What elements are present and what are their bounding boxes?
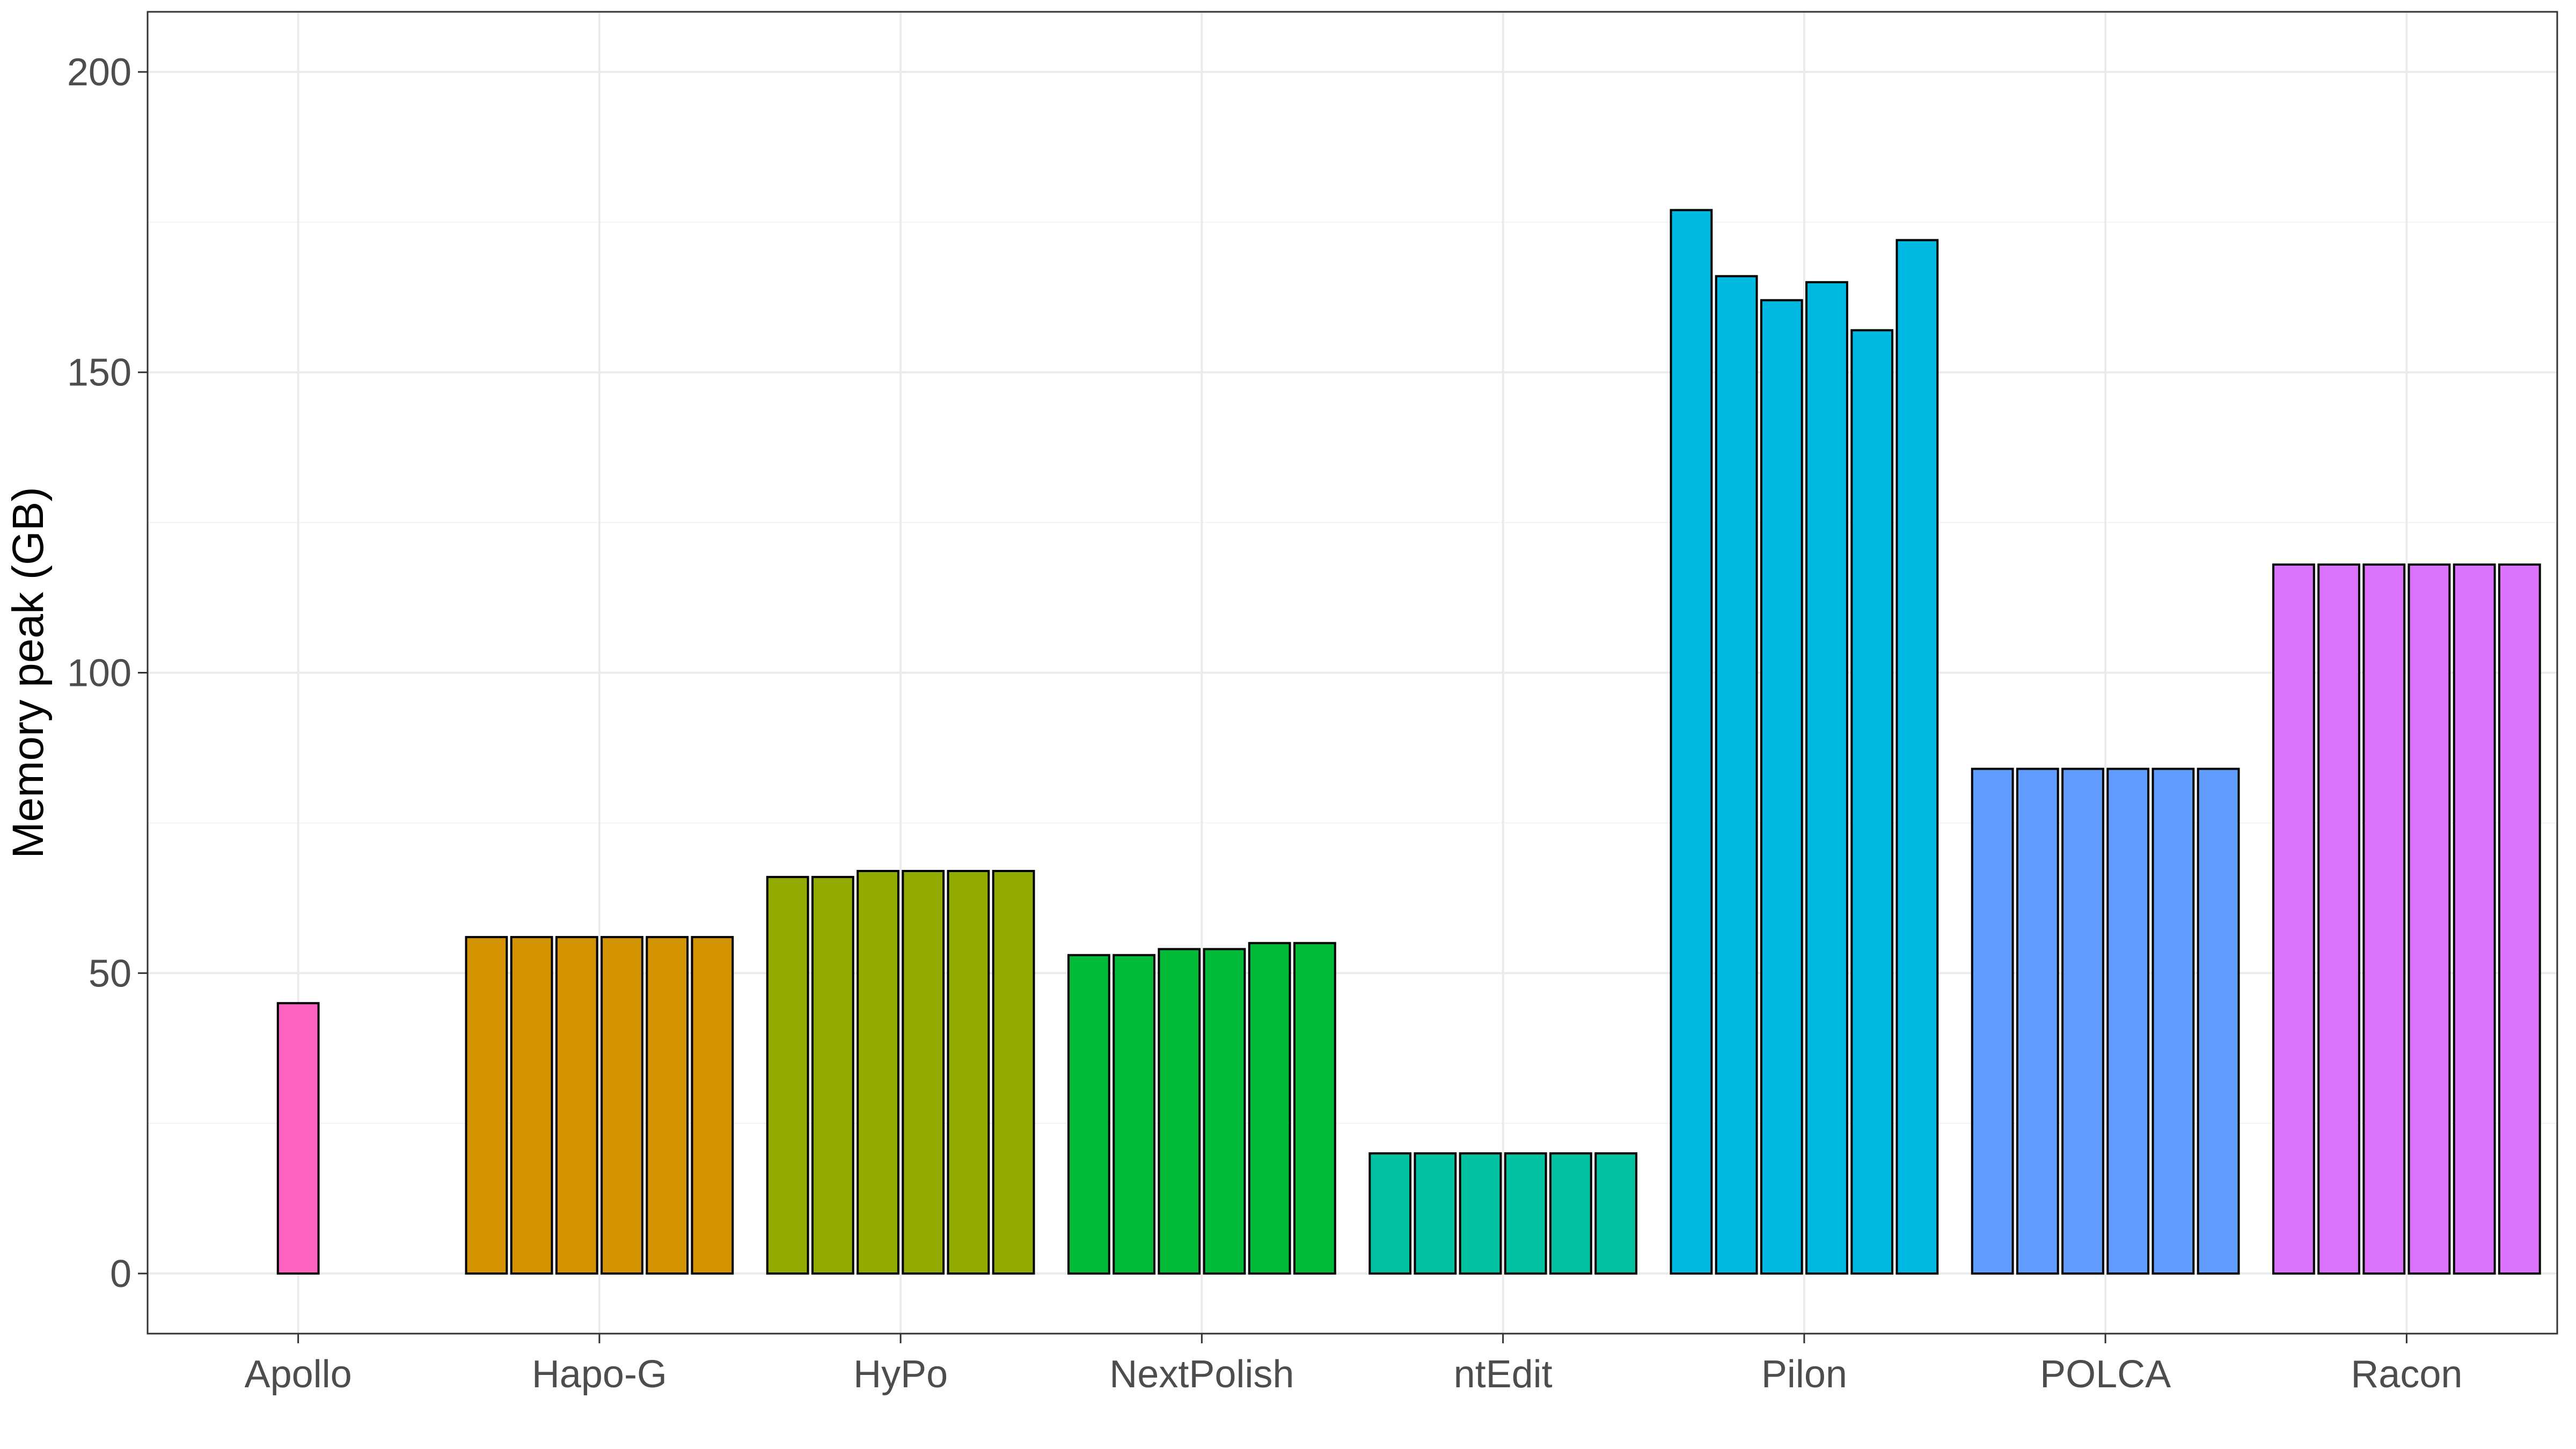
bar-ntedit-1	[1368, 1152, 1412, 1275]
bar-hypo-1	[766, 876, 809, 1275]
bar-hapo-g-4	[601, 936, 643, 1275]
y-tick-label: 0	[110, 1253, 131, 1296]
y-tick-label: 150	[67, 352, 131, 394]
bar-pilon-5	[1850, 329, 1894, 1275]
bar-pilon-1	[1670, 209, 1713, 1275]
bar-polca-1	[1971, 767, 2014, 1275]
x-axis-ticks: Apollo Hapo-G HyPo NextPolish ntEdit Pilon POL…	[245, 1334, 2462, 1396]
bar-nextpolish-3	[1158, 948, 1201, 1275]
bar-hapo-g-5	[646, 936, 689, 1275]
bar-polca-4	[2106, 767, 2150, 1275]
bar-polca-6	[2197, 767, 2240, 1275]
y-tick-label: 100	[67, 652, 131, 695]
bar-racon-6	[2498, 563, 2541, 1275]
bar-nextpolish-1	[1067, 954, 1110, 1275]
bar-ntedit-4	[1504, 1152, 1547, 1275]
x-tick-label-polca: POLCA	[2040, 1353, 2171, 1396]
bar-racon-3	[2362, 563, 2406, 1275]
bar-hypo-2	[811, 876, 854, 1275]
bar-hypo-3	[857, 869, 899, 1275]
bar-ntedit-6	[1594, 1152, 1637, 1275]
bar-nextpolish-4	[1203, 948, 1246, 1275]
bar-polca-3	[2061, 767, 2104, 1275]
y-tick-label: 50	[89, 952, 131, 995]
bar-nextpolish-5	[1248, 942, 1291, 1275]
bar-polca-2	[2016, 767, 2059, 1275]
bar-pilon-3	[1760, 299, 1803, 1275]
bar-polca-5	[2151, 767, 2195, 1275]
bar-hapo-g-3	[555, 936, 598, 1275]
y-axis-ticks: 0 50 100 150 200	[67, 51, 148, 1296]
x-tick-label-ntedit: ntEdit	[1454, 1353, 1553, 1396]
bar-racon-2	[2317, 563, 2360, 1275]
bar-nextpolish-6	[1293, 942, 1336, 1275]
x-tick-label-racon: Racon	[2351, 1353, 2462, 1396]
bar-ntedit-2	[1414, 1152, 1457, 1275]
y-axis-title: Memory peak (GB)	[4, 487, 53, 859]
x-tick-label-pilon: Pilon	[1761, 1353, 1847, 1396]
bar-pilon-6	[1896, 239, 1939, 1275]
bar-hapo-g-6	[691, 936, 734, 1275]
bar-hypo-4	[902, 869, 945, 1275]
bar-ntedit-5	[1549, 1152, 1592, 1275]
bar-nextpolish-2	[1113, 954, 1155, 1275]
bar-hapo-g-2	[510, 936, 553, 1275]
bar-hapo-g-1	[465, 936, 508, 1275]
x-tick-label-hypo: HyPo	[853, 1353, 948, 1396]
bar-racon-1	[2272, 563, 2315, 1275]
bar-pilon-4	[1805, 281, 1848, 1275]
bars	[276, 209, 2541, 1275]
bar-apollo-1	[276, 1002, 320, 1275]
x-tick-label-hapo-g: Hapo-G	[532, 1353, 667, 1396]
bar-pilon-2	[1715, 275, 1758, 1275]
bar-hypo-6	[992, 869, 1035, 1275]
x-tick-label-apollo: Apollo	[245, 1353, 352, 1396]
bar-hypo-5	[947, 869, 990, 1275]
bar-ntedit-3	[1459, 1152, 1502, 1275]
bar-racon-4	[2407, 563, 2451, 1275]
y-tick-label: 200	[67, 51, 131, 94]
bar-racon-5	[2453, 563, 2496, 1275]
x-tick-label-nextpolish: NextPolish	[1109, 1353, 1294, 1396]
